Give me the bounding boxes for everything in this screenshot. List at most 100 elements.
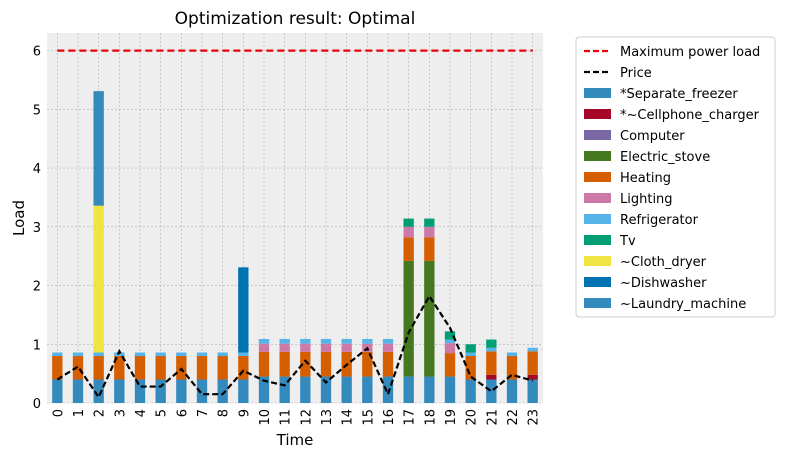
- bar-segment: [486, 347, 497, 352]
- bar-segment: [300, 376, 311, 403]
- bar-segment: [134, 379, 146, 403]
- x-tick-label: 4: [134, 409, 149, 417]
- bar-segment: [362, 376, 373, 403]
- bar-segment: [258, 343, 270, 352]
- bar-segment: [506, 379, 518, 403]
- bar-segment: [176, 379, 187, 403]
- bar-segment: [134, 356, 146, 380]
- bar-segment: [506, 356, 518, 380]
- y-tick-label: 4: [33, 162, 41, 177]
- bar-segment: [196, 356, 208, 380]
- x-tick-label: 0: [51, 409, 66, 417]
- legend-label: ~Laundry_machine: [620, 297, 746, 312]
- bar-segment: [93, 91, 104, 206]
- bar-segment: [320, 376, 332, 403]
- legend-color-swatch: [584, 193, 611, 203]
- bar-segment: [424, 260, 435, 377]
- bar-segment: [52, 356, 63, 380]
- bar-segment: [403, 376, 414, 403]
- bar-segment: [341, 376, 352, 403]
- legend-color-swatch: [584, 109, 611, 119]
- x-tick-label: 22: [506, 409, 521, 426]
- bar-segment: [465, 356, 476, 380]
- bar-segment: [403, 218, 414, 227]
- x-tick-label: 10: [258, 409, 273, 426]
- bar-segment: [527, 351, 538, 375]
- legend-label: ~Cloth_dryer: [620, 255, 707, 270]
- bar-segment: [382, 338, 394, 344]
- bar-segment: [258, 338, 270, 344]
- bar-segment: [444, 353, 456, 377]
- bar-segment: [320, 338, 332, 344]
- legend-color-swatch: [584, 151, 611, 161]
- bar-segment: [52, 379, 63, 403]
- x-axis-label: Time: [276, 431, 314, 449]
- x-tick-label: 20: [465, 409, 480, 426]
- bar-segment: [300, 351, 311, 377]
- line-series: [56, 49, 533, 400]
- bar-segment: [279, 338, 290, 344]
- series-line: [56, 293, 533, 400]
- legend-label: *~Cellphone_charger: [620, 108, 760, 123]
- bar-segment: [279, 376, 290, 403]
- x-tick-label: 23: [527, 409, 542, 426]
- bar-segment: [217, 356, 228, 380]
- bar-segment: [217, 352, 228, 357]
- legend-label: Refrigerator: [620, 213, 699, 228]
- bar-segment: [279, 343, 290, 352]
- y-axis-label: Load: [10, 200, 28, 236]
- y-tick-label: 6: [33, 45, 41, 60]
- bar-segment: [196, 379, 208, 403]
- bar-segment: [93, 356, 104, 380]
- bar-segment: [93, 352, 104, 357]
- x-tick-label: 3: [113, 409, 128, 417]
- bar-segment: [93, 205, 104, 353]
- legend-color-swatch: [584, 88, 611, 98]
- bar-segment: [155, 379, 166, 403]
- bar-segment: [424, 226, 435, 238]
- bar-segment: [444, 376, 456, 403]
- x-tick-label: 9: [237, 409, 252, 417]
- chart-title: Optimization result: Optimal: [175, 9, 416, 29]
- bar-segment: [155, 356, 166, 380]
- bar-segment: [465, 344, 476, 353]
- bar-segment: [217, 379, 228, 403]
- bar-segment: [486, 351, 497, 375]
- bar-segment: [403, 226, 414, 238]
- bar-segment: [403, 237, 414, 261]
- bar-segment: [424, 237, 435, 261]
- legend-color-swatch: [584, 277, 611, 287]
- bar-segment: [382, 376, 394, 403]
- x-tick-label: 8: [217, 409, 232, 417]
- x-tick-label: 18: [423, 409, 438, 426]
- bar-segment: [444, 343, 456, 354]
- y-tick-label: 5: [33, 103, 41, 118]
- x-tick-label: 1: [72, 409, 87, 417]
- bar-segment: [486, 374, 497, 380]
- bar-segment: [134, 352, 146, 357]
- x-tick-label: 19: [444, 409, 459, 426]
- x-tick-label: 11: [279, 409, 294, 426]
- y-tick-label: 0: [33, 397, 41, 412]
- bar-segment: [320, 351, 332, 377]
- legend-label: Price: [620, 66, 652, 81]
- legend-label: Computer: [620, 129, 685, 144]
- bar-segment: [93, 379, 104, 403]
- legend-label: Tv: [619, 234, 636, 249]
- bar-segment: [176, 352, 187, 357]
- x-tick-label: 2: [93, 409, 108, 417]
- bar-segment: [506, 352, 518, 357]
- bar-segment: [341, 343, 352, 352]
- bar-segment: [52, 352, 63, 357]
- bar-segment: [238, 356, 249, 380]
- bar-segment: [444, 331, 456, 340]
- legend-label: Lighting: [620, 192, 673, 207]
- bar-segment: [196, 352, 208, 357]
- legend-label: Heating: [620, 171, 671, 186]
- bar-segment: [114, 352, 125, 357]
- bar-segment: [72, 352, 84, 357]
- legend-color-swatch: [584, 172, 611, 182]
- bar-segment: [258, 376, 270, 403]
- x-tick-label: 15: [361, 409, 376, 426]
